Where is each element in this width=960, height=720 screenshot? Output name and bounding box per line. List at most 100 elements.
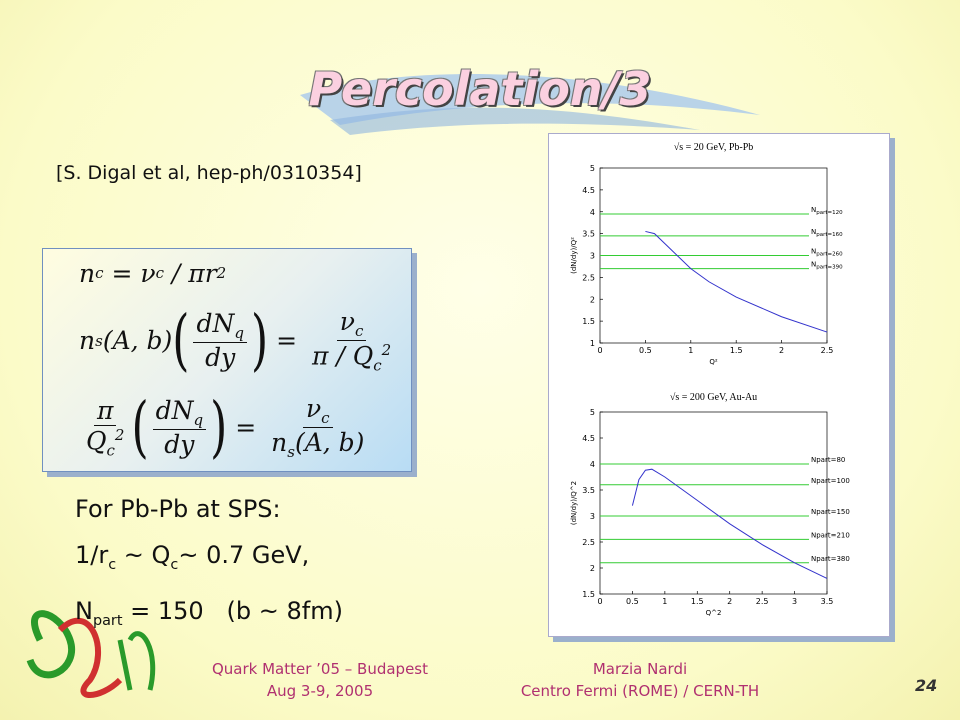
y-tick-label: 4.5 [582,434,595,443]
label-text: Npart=80 [811,456,845,464]
denominator: π / Qc2 [309,341,394,374]
superscript: 2 [114,426,125,445]
fraction: dNq dy [193,309,247,372]
x-tick-label: 3.5 [821,597,834,606]
chart-panel [548,133,890,637]
fraction: dNq dy [152,396,207,459]
x-tick-label: 1.5 [730,346,743,355]
paren: ( [172,302,190,380]
text: For Pb-Pb at SPS: [75,495,281,523]
reference: [S. Digal et al, hep-ph/0310354] [56,162,362,184]
curve [645,230,828,333]
subscript: s [287,443,295,462]
text: = 150 (b ~ 8fm) [122,596,343,625]
denominator: Qc2 [83,426,127,459]
x-tick-label: 1 [688,346,693,355]
denominator: ns(A, b) [268,428,367,461]
y-tick-label: 2 [590,295,595,304]
subscript: c [170,556,179,573]
level-label: Npart=390 [811,261,843,271]
text: N [75,596,93,625]
x-tick-label: 2.5 [821,346,834,355]
subscript: c [95,264,104,283]
x-tick-label: 2 [727,597,732,606]
y-tick-label: 2.5 [582,273,595,282]
level-label: Npart=150 [811,508,850,516]
level-label: Npart=210 [811,531,850,539]
subscript: part [92,612,123,629]
page-number: 24 [915,676,938,695]
y-tick-label: 3 [590,512,595,521]
label-sub: part=260 [816,252,843,258]
text: n [79,326,96,356]
y-tick-label: 1 [590,339,595,348]
formula: n s (A, b)(dNq dy) = νc π / Qc2 [79,303,411,380]
x-tick-label: 0.5 [639,346,652,355]
x-tick-label: 0 [597,597,602,606]
subscript: c [354,322,364,341]
superscript: 2 [216,264,227,283]
parentheses: (dNq dy) [172,303,268,380]
y-tick-label: 5 [590,164,595,173]
label-text: N [811,206,816,214]
subscript: c [321,409,330,428]
text: / πr [163,258,217,288]
y-tick-label: 2.5 [582,538,595,547]
chart-title: √s = 200 GeV, Au-Au [670,392,757,403]
superscript: 2 [381,341,392,360]
paren: ) [210,389,228,466]
subscript: c [373,356,382,375]
text: dy [164,430,195,460]
level-label: Npart=100 [811,477,850,485]
subscript: c [108,556,117,573]
label-text: N [811,228,816,236]
subscript: c [106,441,115,460]
subscript: c [155,264,164,283]
y-tick-label: 4.5 [582,186,595,195]
level-label: Npart=80 [811,456,845,464]
x-axis-label: Q^2 [706,609,722,617]
y-tick-label: 4 [590,208,595,217]
y-tick-label: 1.5 [582,590,595,599]
fraction: νc ns(A, b) [268,394,367,461]
x-tick-label: 1 [662,597,667,606]
fraction: νc π / Qc2 [309,307,394,374]
numerator: νc [336,307,367,342]
y-axis-label: (dN/dy)/Q² [570,237,578,274]
curve [631,468,828,579]
x-tick-label: 3 [792,597,797,606]
text: = [268,326,305,356]
paren: ) [250,302,269,380]
x-tick-label: 2 [779,346,784,355]
y-tick-label: 3.5 [582,486,595,495]
level-label: Npart=120 [811,206,843,216]
denominator: dy [161,430,197,459]
slide-title: Percolation/3 [308,62,652,116]
text: = [227,413,265,443]
text: dN [196,309,235,339]
text: Q [86,426,107,456]
text: dN [155,396,194,426]
text: dy [205,343,236,373]
subscript: q [193,411,204,430]
text: ν [305,394,322,424]
text: (A, b) [294,428,365,458]
label-text: Npart=210 [811,531,850,539]
label-sub: part=390 [816,265,843,271]
author: Marzia Nardi [592,660,688,678]
label-text: Npart=380 [811,555,850,563]
text: 1/r [75,541,109,569]
text: ~ Q [116,541,171,569]
label-text: N [811,261,816,269]
subscript: q [234,324,244,343]
x-axis-label: Q² [709,358,718,366]
label-text: N [811,248,816,256]
denominator: dy [202,343,238,372]
x-tick-label: 0.5 [626,597,639,606]
y-axis-label: (dN/dy)/Q^2 [570,481,578,525]
